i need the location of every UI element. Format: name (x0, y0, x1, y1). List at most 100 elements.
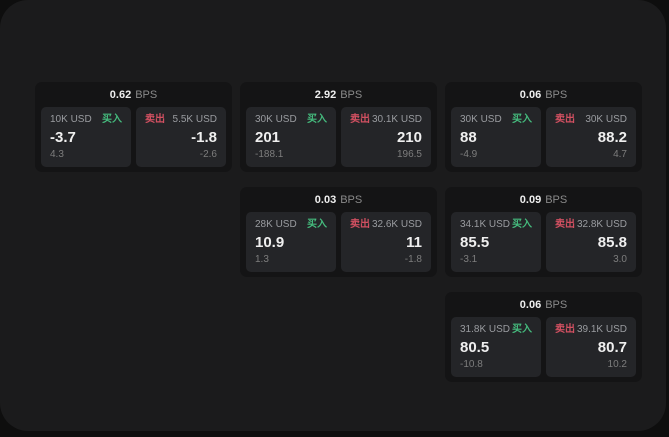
sell-panel-top: 卖出 39.1K USD (555, 324, 627, 336)
quote-panels: 31.8K USD 买入 80.5 -10.8 卖出 39.1K USD 80.… (445, 317, 642, 377)
buy-label: 买入 (512, 219, 532, 230)
buy-panel[interactable]: 34.1K USD 买入 85.5 -3.1 (451, 212, 541, 272)
buy-panel-top: 31.8K USD 买入 (460, 324, 532, 336)
sell-amount: 30.1K USD (371, 114, 422, 125)
sell-sub-value: 3.0 (613, 254, 627, 265)
buy-label: 买入 (512, 324, 532, 335)
sell-price: -1.8 (191, 129, 217, 146)
buy-label: 买入 (512, 114, 532, 125)
sell-panel[interactable]: 卖出 39.1K USD 80.7 10.2 (546, 317, 636, 377)
buy-price: 201 (255, 129, 281, 146)
quote-card: 0.06 BPS 31.8K USD 买入 80.5 -10.8 卖出 39.1… (445, 292, 642, 382)
bps-header: 2.92 BPS (240, 82, 437, 107)
bps-value: 0.06 (519, 88, 542, 101)
bps-header: 0.06 BPS (445, 292, 642, 317)
buy-label: 买入 (102, 114, 122, 125)
sell-label: 卖出 (555, 219, 575, 230)
sell-panel[interactable]: 卖出 32.6K USD 11 -1.8 (341, 212, 431, 272)
bps-unit-label: BPS (545, 298, 568, 311)
buy-amount: 31.8K USD (460, 324, 511, 335)
bps-value: 2.92 (314, 88, 337, 101)
sell-sub-value: 4.7 (613, 149, 627, 160)
quote-card: 0.06 BPS 30K USD 买入 88 -4.9 卖出 30K USD 8… (445, 82, 642, 172)
sell-label: 卖出 (145, 114, 165, 125)
buy-panel[interactable]: 28K USD 买入 10.9 1.3 (246, 212, 336, 272)
bps-header: 0.62 BPS (35, 82, 232, 107)
quote-card: 2.92 BPS 30K USD 买入 201 -188.1 卖出 30.1K … (240, 82, 437, 172)
bps-unit-label: BPS (545, 193, 568, 206)
buy-panel-top: 10K USD 买入 (50, 114, 122, 126)
buy-price: 80.5 (460, 339, 490, 356)
bps-value: 0.03 (314, 193, 337, 206)
bps-value: 0.09 (519, 193, 542, 206)
buy-amount: 34.1K USD (460, 219, 511, 230)
sell-sub-value: 196.5 (396, 149, 422, 160)
bps-unit-label: BPS (340, 193, 363, 206)
buy-sub-value: -4.9 (460, 149, 478, 160)
bps-unit-label: BPS (545, 88, 568, 101)
sell-label: 卖出 (350, 219, 370, 230)
quote-panels: 30K USD 买入 88 -4.9 卖出 30K USD 88.2 4.7 (445, 107, 642, 167)
quote-card: 0.03 BPS 28K USD 买入 10.9 1.3 卖出 32.6K US… (240, 187, 437, 277)
bps-header: 0.09 BPS (445, 187, 642, 212)
sell-price: 88.2 (597, 129, 627, 146)
buy-sub-value: 1.3 (255, 254, 269, 265)
buy-sub-value: -10.8 (460, 359, 483, 370)
buy-panel-top: 34.1K USD 买入 (460, 219, 532, 231)
sell-panel-top: 卖出 32.6K USD (350, 219, 422, 231)
buy-sub-value: -3.1 (460, 254, 478, 265)
sell-price: 85.8 (597, 234, 627, 251)
sell-panel-top: 卖出 30K USD (555, 114, 627, 126)
sell-amount: 39.1K USD (576, 324, 627, 335)
sell-label: 卖出 (555, 324, 575, 335)
sell-amount: 5.5K USD (172, 114, 217, 125)
bps-header: 0.03 BPS (240, 187, 437, 212)
buy-amount: 10K USD (50, 114, 92, 125)
quote-panels: 28K USD 买入 10.9 1.3 卖出 32.6K USD 11 -1.8 (240, 212, 437, 272)
sell-price: 210 (396, 129, 422, 146)
quote-card: 0.09 BPS 34.1K USD 买入 85.5 -3.1 卖出 32.8K… (445, 187, 642, 277)
sell-price: 80.7 (597, 339, 627, 356)
sell-panel[interactable]: 卖出 32.8K USD 85.8 3.0 (546, 212, 636, 272)
buy-amount: 30K USD (255, 114, 297, 125)
quote-panels: 30K USD 买入 201 -188.1 卖出 30.1K USD 210 1… (240, 107, 437, 167)
sell-panel-top: 卖出 32.8K USD (555, 219, 627, 231)
buy-amount: 30K USD (460, 114, 502, 125)
buy-panel[interactable]: 30K USD 买入 201 -188.1 (246, 107, 336, 167)
sell-panel[interactable]: 卖出 30.1K USD 210 196.5 (341, 107, 431, 167)
buy-price: 10.9 (255, 234, 285, 251)
quote-panels: 34.1K USD 买入 85.5 -3.1 卖出 32.8K USD 85.8… (445, 212, 642, 272)
sell-sub-value: -1.8 (404, 254, 422, 265)
sell-panel[interactable]: 卖出 30K USD 88.2 4.7 (546, 107, 636, 167)
sell-panel-top: 卖出 30.1K USD (350, 114, 422, 126)
buy-price: -3.7 (50, 129, 76, 146)
sell-panel[interactable]: 卖出 5.5K USD -1.8 -2.6 (136, 107, 226, 167)
buy-panel[interactable]: 10K USD 买入 -3.7 4.3 (41, 107, 131, 167)
quote-card: 0.62 BPS 10K USD 买入 -3.7 4.3 卖出 5.5K USD… (35, 82, 232, 172)
sell-amount: 32.8K USD (576, 219, 627, 230)
sell-panel-top: 卖出 5.5K USD (145, 114, 217, 126)
sell-amount: 32.6K USD (371, 219, 422, 230)
buy-sub-value: 4.3 (50, 149, 64, 160)
sell-price: 11 (406, 234, 422, 251)
buy-panel-top: 28K USD 买入 (255, 219, 327, 231)
buy-panel-top: 30K USD 买入 (460, 114, 532, 126)
sell-amount: 30K USD (585, 114, 627, 125)
sell-label: 卖出 (350, 114, 370, 125)
buy-price: 88 (460, 129, 477, 146)
bps-header: 0.06 BPS (445, 82, 642, 107)
buy-panel-top: 30K USD 买入 (255, 114, 327, 126)
buy-panel[interactable]: 30K USD 买入 88 -4.9 (451, 107, 541, 167)
buy-price: 85.5 (460, 234, 490, 251)
bps-unit-label: BPS (340, 88, 363, 101)
buy-panel[interactable]: 31.8K USD 买入 80.5 -10.8 (451, 317, 541, 377)
bps-unit-label: BPS (135, 88, 158, 101)
buy-amount: 28K USD (255, 219, 297, 230)
sell-sub-value: -2.6 (199, 149, 217, 160)
buy-label: 买入 (307, 219, 327, 230)
sell-sub-value: 10.2 (607, 359, 627, 370)
sell-label: 卖出 (555, 114, 575, 125)
buy-sub-value: -188.1 (255, 149, 284, 160)
bps-value: 0.06 (519, 298, 542, 311)
